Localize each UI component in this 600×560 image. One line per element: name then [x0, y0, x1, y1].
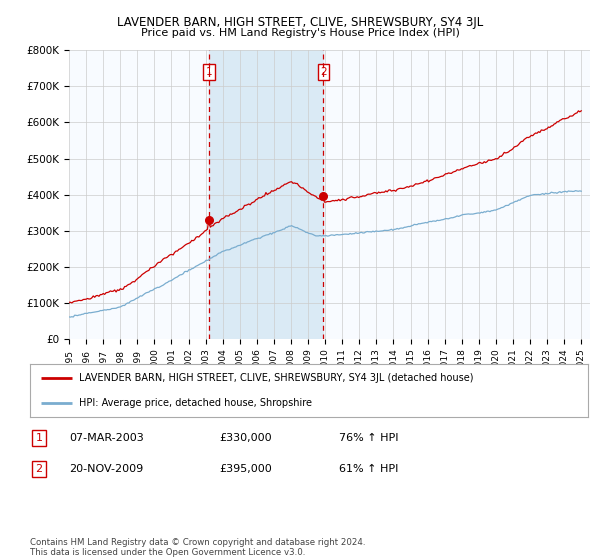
Text: £395,000: £395,000	[219, 464, 272, 474]
Text: 2: 2	[35, 464, 43, 474]
Text: Price paid vs. HM Land Registry's House Price Index (HPI): Price paid vs. HM Land Registry's House …	[140, 28, 460, 38]
Text: 1: 1	[206, 67, 212, 77]
Bar	[209, 50, 323, 339]
Text: LAVENDER BARN, HIGH STREET, CLIVE, SHREWSBURY, SY4 3JL (detached house): LAVENDER BARN, HIGH STREET, CLIVE, SHREW…	[79, 374, 473, 384]
Text: HPI: Average price, detached house, Shropshire: HPI: Average price, detached house, Shro…	[79, 398, 312, 408]
Text: 1: 1	[35, 433, 43, 443]
Text: 2: 2	[320, 67, 327, 77]
Text: LAVENDER BARN, HIGH STREET, CLIVE, SHREWSBURY, SY4 3JL: LAVENDER BARN, HIGH STREET, CLIVE, SHREW…	[117, 16, 483, 29]
Text: 07-MAR-2003: 07-MAR-2003	[69, 433, 144, 443]
Text: 76% ↑ HPI: 76% ↑ HPI	[339, 433, 398, 443]
Text: 61% ↑ HPI: 61% ↑ HPI	[339, 464, 398, 474]
Text: £330,000: £330,000	[219, 433, 272, 443]
Text: Contains HM Land Registry data © Crown copyright and database right 2024.
This d: Contains HM Land Registry data © Crown c…	[30, 538, 365, 557]
Text: 20-NOV-2009: 20-NOV-2009	[69, 464, 143, 474]
